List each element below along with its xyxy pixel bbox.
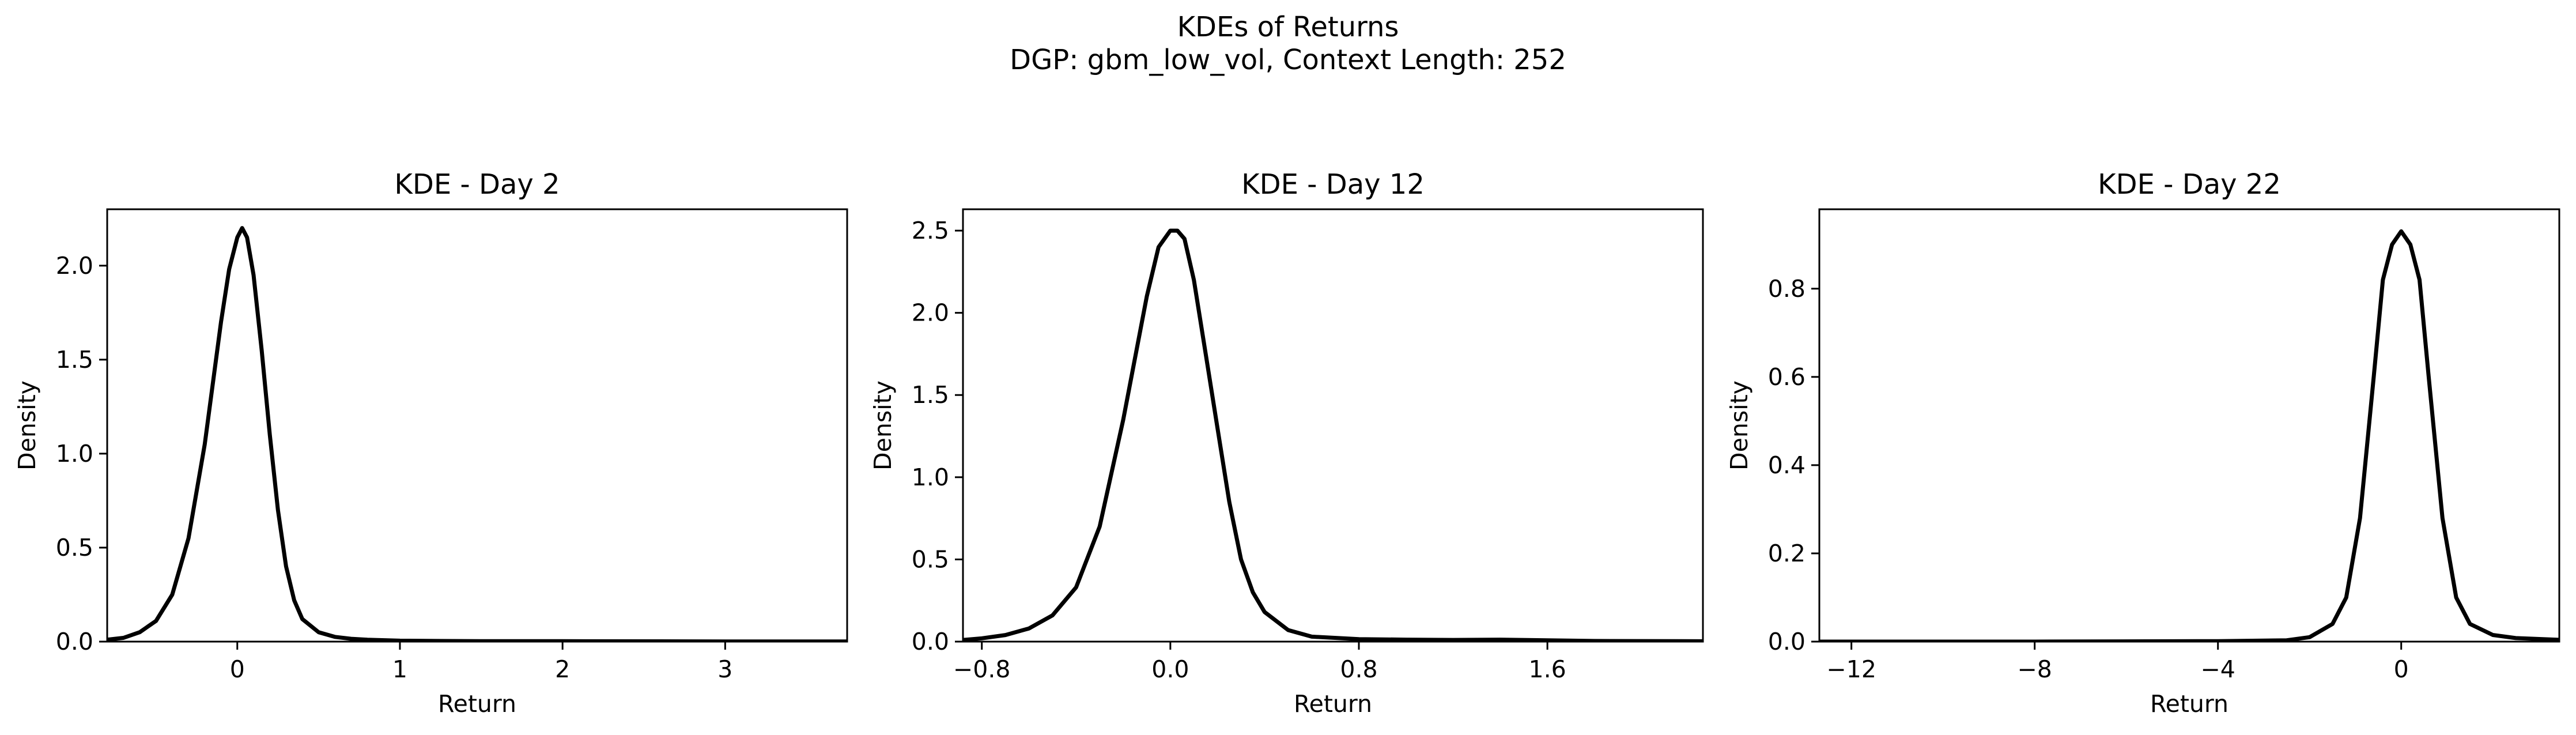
axes-frame — [106, 208, 848, 643]
y-tick-label: 0.8 — [1768, 275, 1806, 303]
x-tick-label: 0.0 — [1151, 655, 1189, 683]
y-tick-label: 0.4 — [1768, 451, 1806, 479]
y-tick-label: 0.5 — [912, 545, 949, 573]
axes-frame — [1818, 208, 2560, 643]
y-tick-label: 1.0 — [912, 463, 949, 491]
y-tick-label: 0.0 — [912, 628, 949, 655]
y-tick-label: 0.5 — [56, 534, 93, 561]
y-tick-label: 1.0 — [56, 440, 93, 468]
y-tick-label: 0.6 — [1768, 363, 1806, 391]
y-tick-label: 0.2 — [1768, 540, 1806, 567]
x-axis-label: Return — [438, 690, 516, 718]
x-axis-label: Return — [2150, 690, 2228, 718]
x-tick-label: 0 — [2394, 655, 2409, 683]
y-tick-label: 1.5 — [56, 346, 93, 374]
x-tick-label: 2 — [555, 655, 570, 683]
kde-panel-day-2: 0 1 2 3 0.0 0.5 1.0 1.5 2.0 KDE - Day 2 Return Dens… — [13, 168, 848, 718]
kde-density-line — [963, 228, 1703, 642]
y-axis-label: Density — [1725, 380, 1753, 470]
x-axis-label: Return — [1294, 690, 1372, 718]
y-tick-label: 0.0 — [1768, 628, 1806, 655]
y-axis-label: Density — [13, 380, 41, 470]
x-tick-label: 0.8 — [1340, 655, 1377, 683]
x-tick-label: 3 — [717, 655, 732, 683]
figure-title-line2: DGP: gbm_low_vol, Context Length: 252 — [1010, 44, 1566, 76]
y-tick-label: 2.5 — [912, 217, 949, 244]
x-tick-label: 1.6 — [1529, 655, 1566, 683]
kde-density-line — [107, 226, 847, 642]
x-tick-label: −8 — [2017, 655, 2052, 683]
y-tick-label: 2.0 — [56, 252, 93, 280]
kde-density-line — [1819, 229, 2559, 642]
panel-title: KDE - Day 12 — [1241, 168, 1425, 201]
panel-title: KDE - Day 22 — [2098, 168, 2281, 201]
x-tick-label: −12 — [1826, 655, 1876, 683]
x-tick-label: 0 — [230, 655, 245, 683]
x-tick-label: −4 — [2200, 655, 2235, 683]
panel-title: KDE - Day 2 — [394, 168, 560, 201]
y-tick-label: 1.5 — [912, 381, 949, 409]
axes-frame — [962, 208, 1704, 643]
y-tick-label: 2.0 — [912, 299, 949, 327]
y-tick-label: 0.0 — [56, 628, 93, 655]
x-tick-label: 1 — [392, 655, 407, 683]
x-tick-label: −0.8 — [953, 655, 1011, 683]
y-axis-label: Density — [869, 380, 897, 470]
figure-title-line1: KDEs of Returns — [1177, 11, 1399, 43]
kde-panel-day-22: −12 −8 −4 0 0.0 0.2 0.4 0.6 0.8 KDE - Day 22 Retur… — [1725, 168, 2560, 718]
